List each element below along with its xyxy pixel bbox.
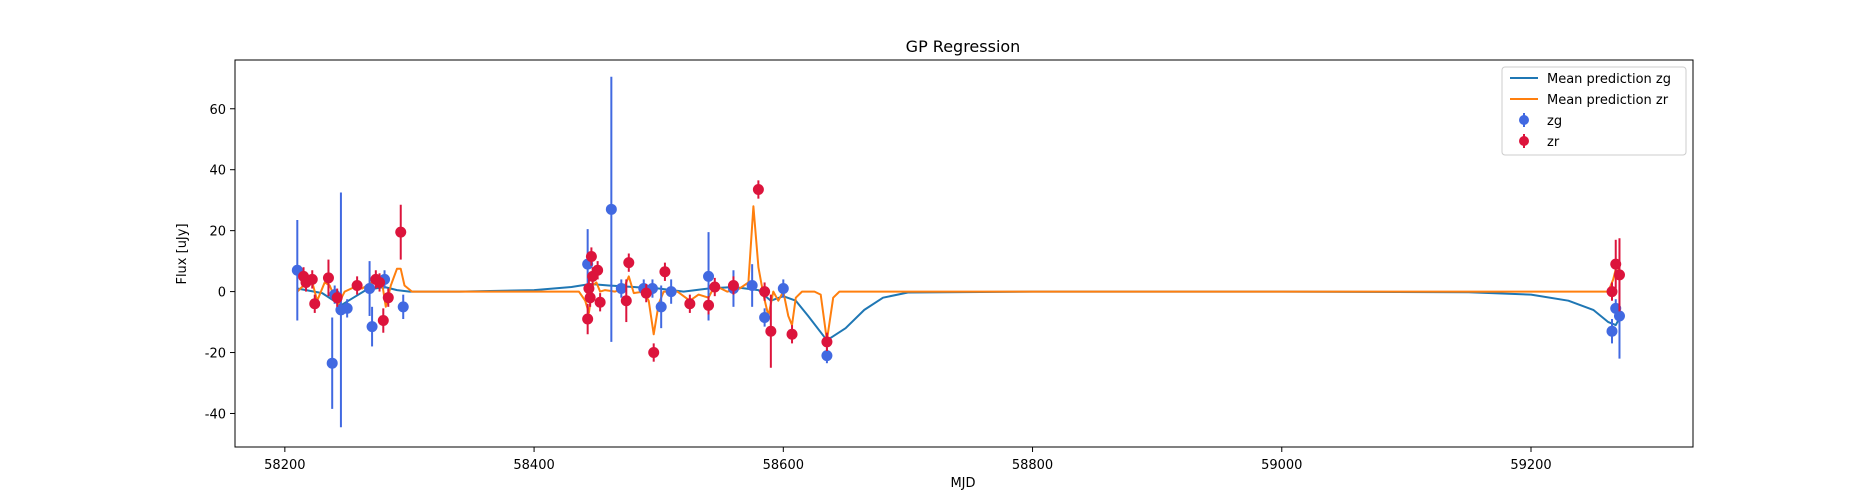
- point-zg-16: [703, 270, 715, 282]
- point-zg-15: [665, 286, 677, 298]
- x-tick-label-58200: 58200: [264, 458, 305, 473]
- point-zr-32: [821, 336, 833, 348]
- x-tick-label-59000: 59000: [1261, 458, 1302, 473]
- plot-inner: [291, 76, 1625, 428]
- point-zr-26: [709, 281, 721, 293]
- x-tick-label-58600: 58600: [763, 458, 804, 473]
- axes: 58200 58400 58600 58800 59000 59200 -40 -20 0 20 4…: [205, 59, 1694, 473]
- y-tick-label-20: 20: [209, 225, 226, 240]
- point-zr-35: [1613, 269, 1625, 281]
- point-zg-18: [746, 279, 758, 291]
- y-tick-label-0: 0: [218, 286, 226, 301]
- point-zg-24: [1613, 310, 1625, 322]
- point-zr-25: [703, 299, 715, 311]
- legend-label-0: Mean prediction zg: [1547, 72, 1671, 87]
- point-zr-9: [377, 315, 389, 327]
- point-zg-5: [364, 283, 376, 295]
- point-zg-22: [1606, 325, 1618, 337]
- point-zg-20: [777, 283, 789, 295]
- point-zr-8: [374, 276, 386, 288]
- legend-swatch-3: [1519, 136, 1529, 146]
- point-zr-19: [620, 295, 632, 307]
- plot-area: [291, 76, 1625, 428]
- legend: Mean prediction zg Mean prediction zr zg zr: [1501, 66, 1687, 156]
- point-zr-3: [309, 298, 321, 310]
- point-zg-10: [605, 203, 617, 215]
- point-zr-23: [659, 266, 671, 278]
- series-line-mean-prediction-zr: [296, 205, 1622, 342]
- point-zr-17: [592, 264, 604, 276]
- point-zr-20: [623, 257, 635, 269]
- point-zr-29: [759, 286, 771, 298]
- point-zg-11: [615, 283, 627, 295]
- y-tick-label-60: 60: [209, 103, 226, 118]
- point-zr-5: [331, 292, 343, 304]
- x-axis-label: MJD: [950, 476, 975, 491]
- point-zr-13: [583, 283, 595, 295]
- x-tick-label-58800: 58800: [1012, 458, 1053, 473]
- legend-box: [1501, 66, 1687, 156]
- point-zr-27: [727, 279, 739, 291]
- legend-swatch-2: [1519, 115, 1529, 125]
- y-axis-label: Flux [uJy]: [175, 223, 190, 284]
- x-tick-label-58400: 58400: [513, 458, 554, 473]
- y-tick-label--40: -40: [205, 407, 226, 422]
- point-zg-6: [366, 321, 378, 333]
- x-tick-label-59200: 59200: [1510, 458, 1551, 473]
- point-zr-2: [306, 273, 318, 285]
- point-zr-14: [584, 292, 596, 304]
- y-tick-label-40: 40: [209, 164, 226, 179]
- legend-label-1: Mean prediction zr: [1547, 93, 1669, 108]
- legend-label-2: zg: [1547, 114, 1562, 129]
- point-zr-12: [582, 313, 594, 325]
- point-zr-18: [594, 296, 606, 308]
- point-zg-8: [397, 301, 409, 313]
- plot-frame: [234, 59, 1694, 448]
- point-zr-33: [1606, 286, 1618, 298]
- chart-title: GP Regression: [906, 37, 1021, 56]
- point-zr-11: [395, 226, 407, 238]
- point-zr-21: [640, 287, 652, 299]
- point-zr-10: [382, 292, 394, 304]
- point-zg-1: [326, 357, 338, 369]
- point-zr-4: [322, 272, 334, 284]
- point-zg-4: [341, 302, 353, 314]
- point-zr-15: [585, 251, 597, 263]
- legend-label-3: zr: [1547, 135, 1560, 150]
- point-zr-28: [752, 184, 764, 196]
- point-zr-22: [648, 347, 660, 359]
- point-zg-21: [821, 350, 833, 362]
- point-zg-14: [655, 301, 667, 313]
- point-zr-24: [684, 298, 696, 310]
- point-zg-19: [759, 311, 771, 323]
- point-zr-6: [351, 279, 363, 291]
- point-zr-30: [765, 325, 777, 337]
- point-zr-31: [786, 328, 798, 340]
- y-tick-label--20: -20: [205, 347, 226, 362]
